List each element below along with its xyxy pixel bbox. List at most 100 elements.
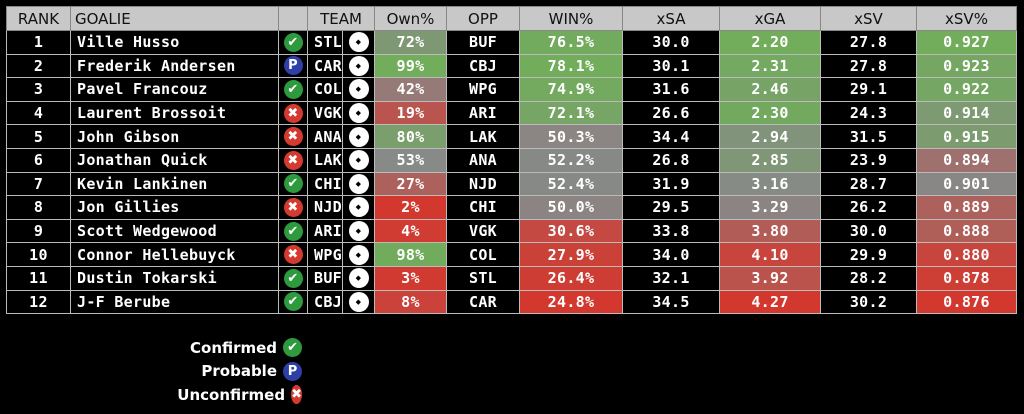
legend-item: Unconfirmed ✖ bbox=[177, 383, 302, 407]
col-goalie[interactable]: GOALIE bbox=[70, 6, 279, 31]
win-cell: 74.9% bbox=[519, 77, 623, 102]
win-cell: 27.9% bbox=[519, 242, 623, 267]
opp-cell: BUF bbox=[446, 30, 520, 55]
team-logo: ◆ bbox=[342, 171, 375, 197]
xsa-cell: 34.5 bbox=[622, 289, 720, 315]
goalie-name: Jon Gillies bbox=[70, 195, 279, 220]
col-xsv[interactable]: xSV bbox=[820, 6, 917, 31]
team-cell: WPG bbox=[307, 242, 343, 267]
table-row[interactable]: 6 Jonathan Quick ✖ LAK ◆ 53% ANA 52.2% 26.8 2.85 2… bbox=[6, 147, 1017, 173]
team-logo: ◆ bbox=[342, 53, 375, 79]
col-xga[interactable]: xGA bbox=[719, 6, 821, 31]
team-logo: ◆ bbox=[342, 124, 375, 149]
col-opp[interactable]: OPP bbox=[446, 6, 520, 31]
table-row[interactable]: 2 Frederik Andersen P CAR ◆ 99% CBJ 78.1% 30.1 2.… bbox=[6, 53, 1017, 79]
xsa-cell: 30.1 bbox=[622, 53, 720, 79]
win-cell: 24.8% bbox=[519, 289, 623, 315]
legend-item: Probable P bbox=[190, 360, 302, 384]
status-cell: P bbox=[278, 53, 308, 79]
table-row[interactable]: 10 Connor Hellebuyck ✖ WPG ◆ 98% COL 27.9% 34.0 4… bbox=[6, 242, 1017, 267]
team-logo: ◆ bbox=[342, 77, 375, 102]
table-row[interactable]: 7 Kevin Lankinen ✔ CHI ◆ 27% NJD 52.4% 31.9 3.16 2… bbox=[6, 171, 1017, 197]
legend-item: Confirmed ✔ bbox=[190, 336, 302, 360]
xsa-cell: 33.8 bbox=[622, 218, 720, 244]
win-cell: 26.4% bbox=[519, 265, 623, 291]
col-team[interactable]: TEAM bbox=[307, 6, 375, 31]
team-logo: ◆ bbox=[342, 195, 375, 220]
own-cell: 42% bbox=[374, 77, 447, 102]
unconfirmed-icon: ✖ bbox=[283, 197, 303, 217]
team-logo: ◆ bbox=[342, 30, 375, 55]
legend-label: Probable bbox=[201, 362, 277, 381]
goalie-name: J-F Berube bbox=[70, 289, 279, 315]
own-cell: 8% bbox=[374, 289, 447, 315]
xsv-cell: 28.2 bbox=[820, 265, 917, 291]
goalie-name: Kevin Lankinen bbox=[70, 171, 279, 197]
xsvp-cell: 0.922 bbox=[916, 77, 1017, 102]
xsv-cell: 27.8 bbox=[820, 53, 917, 79]
legend-label: Confirmed bbox=[190, 338, 278, 357]
xsv-cell: 30.2 bbox=[820, 289, 917, 315]
rank-cell: 11 bbox=[6, 265, 71, 291]
table-row[interactable]: 4 Laurent Brossoit ✖ VGK ◆ 19% ARI 72.1% 26.6 2.3… bbox=[6, 100, 1017, 126]
xsvp-cell: 0.914 bbox=[916, 100, 1017, 126]
goalie-rankings: RANK GOALIE TEAM Own% OPP WIN% xSA xGA x… bbox=[6, 6, 1017, 315]
xga-cell: 3.16 bbox=[719, 171, 821, 197]
win-cell: 50.3% bbox=[519, 124, 623, 149]
status-cell: ✖ bbox=[278, 100, 308, 126]
table-row[interactable]: 1 Ville Husso ✔ STL ◆ 72% BUF 76.5% 30.0 2.20 27.8… bbox=[6, 30, 1017, 55]
col-xsvp[interactable]: xSV% bbox=[916, 6, 1017, 31]
probable-icon: P bbox=[283, 361, 302, 381]
opp-cell: ANA bbox=[446, 147, 520, 173]
col-rank[interactable]: RANK bbox=[6, 6, 71, 31]
rank-cell: 2 bbox=[6, 53, 71, 79]
goalie-name: Pavel Francouz bbox=[70, 77, 279, 102]
team-logo-icon: ◆ bbox=[348, 126, 369, 147]
xsv-cell: 23.9 bbox=[820, 147, 917, 173]
status-cell: ✖ bbox=[278, 242, 308, 267]
team-logo: ◆ bbox=[342, 265, 375, 291]
win-cell: 50.0% bbox=[519, 195, 623, 220]
rank-cell: 3 bbox=[6, 77, 71, 102]
win-cell: 72.1% bbox=[519, 100, 623, 126]
xsa-cell: 32.1 bbox=[622, 265, 720, 291]
team-cell: CHI bbox=[307, 171, 343, 197]
opp-cell: CHI bbox=[446, 195, 520, 220]
rankings-table: RANK GOALIE TEAM Own% OPP WIN% xSA xGA x… bbox=[6, 6, 1017, 315]
table-row[interactable]: 9 Scott Wedgewood ✔ ARI ◆ 4% VGK 30.6% 33.8 3.80 3… bbox=[6, 218, 1017, 244]
team-cell: ARI bbox=[307, 218, 343, 244]
col-xsa[interactable]: xSA bbox=[622, 6, 720, 31]
win-cell: 76.5% bbox=[519, 30, 623, 55]
rank-cell: 10 bbox=[6, 242, 71, 267]
table-row[interactable]: 5 John Gibson ✖ ANA ◆ 80% LAK 50.3% 34.4 2.94 31.5… bbox=[6, 124, 1017, 149]
unconfirmed-icon: ✖ bbox=[283, 150, 303, 170]
team-logo-icon: ◆ bbox=[348, 197, 369, 218]
table-row[interactable]: 3 Pavel Francouz ✔ COL ◆ 42% WPG 74.9% 31.6 2.46 2… bbox=[6, 77, 1017, 102]
win-cell: 78.1% bbox=[519, 53, 623, 79]
xga-cell: 2.31 bbox=[719, 53, 821, 79]
xsa-cell: 31.9 bbox=[622, 171, 720, 197]
rank-cell: 12 bbox=[6, 289, 71, 315]
col-status bbox=[278, 6, 308, 31]
table-row[interactable]: 11 Dustin Tokarski ✔ BUF ◆ 3% STL 26.4% 32.1 3.92… bbox=[6, 265, 1017, 291]
xga-cell: 3.92 bbox=[719, 265, 821, 291]
rank-cell: 5 bbox=[6, 124, 71, 149]
team-logo-icon: ◆ bbox=[348, 268, 369, 289]
team-cell: ANA bbox=[307, 124, 343, 149]
xga-cell: 3.29 bbox=[719, 195, 821, 220]
own-cell: 98% bbox=[374, 242, 447, 267]
team-logo-icon: ◆ bbox=[348, 55, 369, 76]
goalie-name: Scott Wedgewood bbox=[70, 218, 279, 244]
own-cell: 2% bbox=[374, 195, 447, 220]
own-cell: 4% bbox=[374, 218, 447, 244]
xsvp-cell: 0.876 bbox=[916, 289, 1017, 315]
col-win[interactable]: WIN% bbox=[519, 6, 623, 31]
own-cell: 72% bbox=[374, 30, 447, 55]
table-row[interactable]: 8 Jon Gillies ✖ NJD ◆ 2% CHI 50.0% 29.5 3.29 26.2 0… bbox=[6, 195, 1017, 220]
col-own[interactable]: Own% bbox=[374, 6, 447, 31]
xsvp-cell: 0.878 bbox=[916, 265, 1017, 291]
xga-cell: 2.30 bbox=[719, 100, 821, 126]
rank-cell: 4 bbox=[6, 100, 71, 126]
own-cell: 19% bbox=[374, 100, 447, 126]
table-row[interactable]: 12 J-F Berube ✔ CBJ ◆ 8% CAR 24.8% 34.5 4.27 30.2 0… bbox=[6, 289, 1017, 315]
